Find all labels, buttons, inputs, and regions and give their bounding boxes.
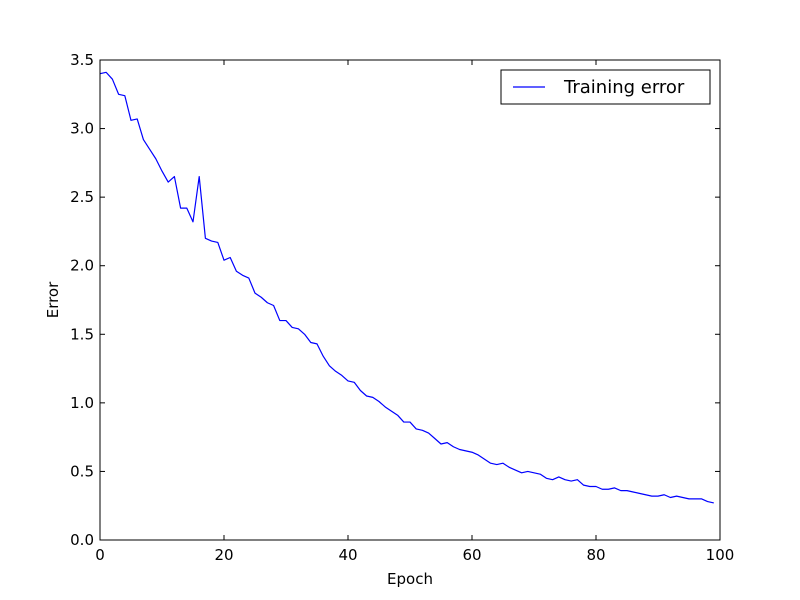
x-tick-label: 0	[95, 546, 105, 564]
legend: Training error	[500, 69, 711, 105]
y-tick-label: 2.0	[70, 257, 94, 275]
y-tick-label: 3.5	[70, 51, 94, 69]
y-axis-title: Error	[44, 281, 62, 318]
x-tick-label: 40	[338, 546, 357, 564]
y-tick-label: 3.0	[70, 120, 94, 138]
x-tick-label: 80	[586, 546, 605, 564]
x-tick-label: 60	[462, 546, 481, 564]
legend-label-training-error: Training error	[563, 77, 685, 98]
y-tick-label: 1.5	[70, 325, 94, 343]
y-axis-ticks: 0.0 0.5 1.0 1.5 2.0 2.5 3.0 3.5	[70, 51, 720, 549]
y-tick-label: 2.5	[70, 188, 94, 206]
y-tick-label: 0.5	[70, 462, 94, 480]
axes-frame	[99, 59, 721, 541]
series-line-training-error	[99, 71, 714, 504]
plot-area	[99, 71, 714, 504]
y-tick-label: 1.0	[70, 394, 94, 412]
x-axis-title: Epoch	[387, 570, 433, 588]
x-tick-label: 100	[706, 546, 735, 564]
y-tick-label: 0.0	[70, 531, 94, 549]
x-tick-label: 20	[214, 546, 233, 564]
